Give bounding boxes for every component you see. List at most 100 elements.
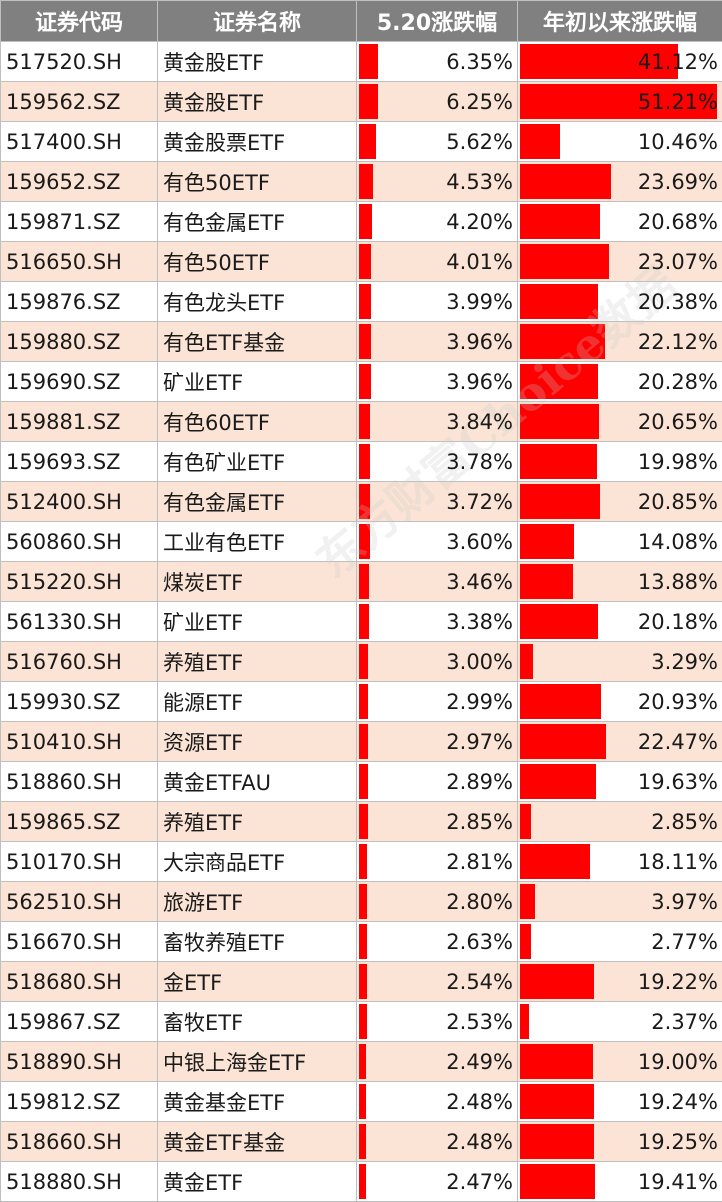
cell-ytd-change: 2.37%	[518, 1002, 722, 1042]
value-label: 22.47%	[638, 730, 722, 754]
data-bar	[359, 284, 371, 319]
cell-name: 养殖ETF	[158, 802, 357, 842]
data-bar	[520, 724, 606, 759]
value-label: 3.38%	[446, 610, 517, 634]
cell-code: 561330.SH	[1, 602, 158, 642]
value-label: 2.37%	[651, 1010, 722, 1034]
value-label: 3.46%	[446, 570, 517, 594]
cell-ytd-change: 23.07%	[518, 242, 722, 282]
cell-name: 金ETF	[158, 962, 357, 1002]
value-label: 19.24%	[638, 1090, 722, 1114]
cell-daily-change: 2.49%	[357, 1042, 518, 1082]
data-bar	[359, 564, 369, 599]
cell-code: 159867.SZ	[1, 1002, 158, 1042]
data-bar	[520, 804, 531, 839]
data-bar	[520, 1164, 595, 1199]
cell-ytd-change: 23.69%	[518, 162, 722, 202]
value-label: 19.00%	[638, 1050, 722, 1074]
cell-ytd-change: 20.18%	[518, 602, 722, 642]
value-label: 20.93%	[638, 690, 722, 714]
data-bar	[359, 1124, 366, 1159]
data-bar	[520, 164, 611, 199]
cell-daily-change: 6.35%	[357, 42, 518, 82]
data-bar	[359, 44, 378, 79]
data-bar	[520, 204, 600, 239]
data-bar	[520, 284, 598, 319]
value-label: 3.29%	[651, 650, 722, 674]
cell-ytd-change: 3.29%	[518, 642, 722, 682]
cell-name: 工业有色ETF	[158, 522, 357, 562]
cell-name: 有色金属ETF	[158, 202, 357, 242]
data-bar	[520, 844, 590, 879]
cell-name: 黄金股ETF	[158, 82, 357, 122]
cell-daily-change: 3.78%	[357, 442, 518, 482]
value-label: 3.00%	[446, 650, 517, 674]
cell-ytd-change: 19.00%	[518, 1042, 722, 1082]
cell-code: 159876.SZ	[1, 282, 158, 322]
cell-ytd-change: 20.85%	[518, 482, 722, 522]
cell-name: 有色50ETF	[158, 242, 357, 282]
cell-ytd-change: 20.28%	[518, 362, 722, 402]
value-label: 2.53%	[446, 1010, 517, 1034]
cell-name: 有色50ETF	[158, 162, 357, 202]
cell-ytd-change: 19.98%	[518, 442, 722, 482]
cell-code: 518860.SH	[1, 762, 158, 802]
data-bar	[359, 524, 370, 559]
value-label: 2.85%	[651, 810, 722, 834]
value-label: 19.41%	[638, 1170, 722, 1194]
table-header-row: 证券代码 证券名称 5.20涨跌幅 年初以来涨跌幅	[1, 1, 722, 42]
cell-name: 黄金股ETF	[158, 42, 357, 82]
data-bar	[359, 884, 367, 919]
cell-code: 510410.SH	[1, 722, 158, 762]
cell-daily-change: 5.62%	[357, 122, 518, 162]
data-bar	[520, 524, 574, 559]
cell-code: 560860.SH	[1, 522, 158, 562]
value-label: 22.12%	[638, 330, 722, 354]
value-label: 2.97%	[446, 730, 517, 754]
data-bar	[520, 684, 601, 719]
value-label: 51.21%	[638, 90, 722, 114]
cell-name: 资源ETF	[158, 722, 357, 762]
cell-ytd-change: 3.97%	[518, 882, 722, 922]
cell-ytd-change: 20.68%	[518, 202, 722, 242]
cell-name: 黄金股票ETF	[158, 122, 357, 162]
cell-code: 510170.SH	[1, 842, 158, 882]
data-bar	[520, 884, 535, 919]
header-daily-change: 5.20涨跌幅	[357, 1, 518, 42]
cell-daily-change: 2.54%	[357, 962, 518, 1002]
data-bar	[359, 804, 368, 839]
cell-code: 518660.SH	[1, 1122, 158, 1162]
value-label: 2.89%	[446, 770, 517, 794]
cell-daily-change: 4.01%	[357, 242, 518, 282]
value-label: 20.65%	[638, 410, 722, 434]
cell-daily-change: 3.38%	[357, 602, 518, 642]
cell-daily-change: 6.25%	[357, 82, 518, 122]
value-label: 2.63%	[446, 930, 517, 954]
value-label: 6.35%	[446, 50, 517, 74]
cell-name: 矿业ETF	[158, 602, 357, 642]
data-bar	[359, 1164, 366, 1199]
header-code: 证券代码	[1, 1, 158, 42]
cell-name: 能源ETF	[158, 682, 357, 722]
data-bar	[520, 564, 573, 599]
cell-daily-change: 2.48%	[357, 1082, 518, 1122]
cell-daily-change: 3.96%	[357, 362, 518, 402]
data-bar	[359, 244, 371, 279]
cell-daily-change: 3.99%	[357, 282, 518, 322]
cell-name: 矿业ETF	[158, 362, 357, 402]
cell-ytd-change: 19.25%	[518, 1122, 722, 1162]
data-bar	[359, 924, 367, 959]
data-bar	[359, 124, 376, 159]
value-label: 10.46%	[638, 130, 722, 154]
cell-daily-change: 2.99%	[357, 682, 518, 722]
